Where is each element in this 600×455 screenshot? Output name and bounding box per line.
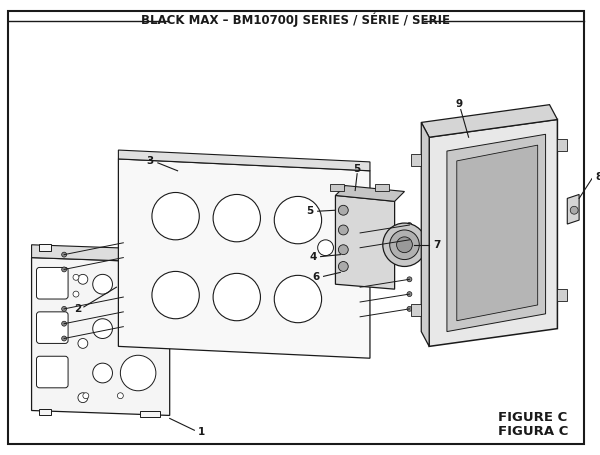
Circle shape: [407, 222, 412, 228]
Circle shape: [274, 197, 322, 244]
FancyBboxPatch shape: [37, 356, 68, 388]
Text: 2: 2: [74, 304, 81, 314]
Circle shape: [389, 230, 419, 259]
Circle shape: [152, 271, 199, 319]
Text: 6: 6: [313, 273, 320, 282]
Text: BLACK MAX – BM10700J SERIES / SÉRIE / SERIE: BLACK MAX – BM10700J SERIES / SÉRIE / SE…: [142, 13, 451, 27]
Circle shape: [274, 275, 322, 323]
Polygon shape: [457, 145, 538, 321]
Circle shape: [121, 355, 156, 391]
Circle shape: [338, 245, 348, 255]
Circle shape: [407, 292, 412, 297]
Polygon shape: [421, 122, 429, 346]
Bar: [331, 184, 344, 192]
Bar: [412, 304, 421, 316]
Circle shape: [93, 274, 112, 294]
Circle shape: [62, 321, 67, 326]
Polygon shape: [32, 245, 170, 263]
Circle shape: [121, 274, 140, 294]
Polygon shape: [567, 194, 579, 224]
Circle shape: [83, 393, 89, 399]
Polygon shape: [335, 186, 404, 202]
Circle shape: [338, 205, 348, 215]
Text: FIGURA C: FIGURA C: [497, 425, 568, 438]
Circle shape: [73, 274, 79, 280]
FancyBboxPatch shape: [37, 312, 68, 344]
Text: 7: 7: [433, 240, 440, 250]
Bar: [40, 409, 52, 415]
Circle shape: [152, 192, 199, 240]
Text: 4: 4: [310, 252, 317, 262]
Text: FIGURE C: FIGURE C: [498, 411, 568, 424]
Circle shape: [62, 306, 67, 311]
Polygon shape: [429, 120, 557, 346]
Bar: [375, 184, 389, 192]
Text: 1: 1: [197, 427, 205, 437]
Polygon shape: [335, 196, 395, 289]
Circle shape: [407, 277, 412, 282]
Bar: [40, 244, 52, 251]
Circle shape: [93, 363, 112, 383]
FancyBboxPatch shape: [37, 268, 68, 299]
Circle shape: [62, 252, 67, 257]
Bar: [557, 289, 567, 301]
Polygon shape: [118, 159, 370, 358]
Circle shape: [570, 206, 578, 214]
Polygon shape: [32, 258, 170, 415]
Circle shape: [62, 336, 67, 341]
Polygon shape: [447, 134, 545, 332]
Circle shape: [338, 225, 348, 235]
Circle shape: [118, 393, 124, 399]
Circle shape: [78, 393, 88, 403]
Circle shape: [338, 262, 348, 271]
Circle shape: [62, 267, 67, 272]
Text: 5: 5: [353, 164, 361, 174]
Circle shape: [407, 306, 412, 311]
Bar: [412, 154, 421, 166]
Circle shape: [397, 237, 412, 253]
Circle shape: [213, 194, 260, 242]
Polygon shape: [421, 105, 557, 137]
Circle shape: [78, 339, 88, 349]
Circle shape: [317, 240, 334, 256]
Circle shape: [121, 319, 140, 339]
Circle shape: [383, 223, 426, 267]
Circle shape: [93, 319, 112, 339]
Polygon shape: [118, 150, 370, 171]
Text: 8: 8: [595, 172, 600, 182]
Text: 5: 5: [307, 206, 314, 216]
Text: 3: 3: [146, 156, 154, 166]
Circle shape: [407, 238, 412, 243]
Circle shape: [213, 273, 260, 321]
Bar: [140, 410, 160, 417]
Bar: [557, 139, 567, 151]
Text: 9: 9: [455, 99, 463, 109]
Circle shape: [73, 291, 79, 297]
Circle shape: [78, 274, 88, 284]
